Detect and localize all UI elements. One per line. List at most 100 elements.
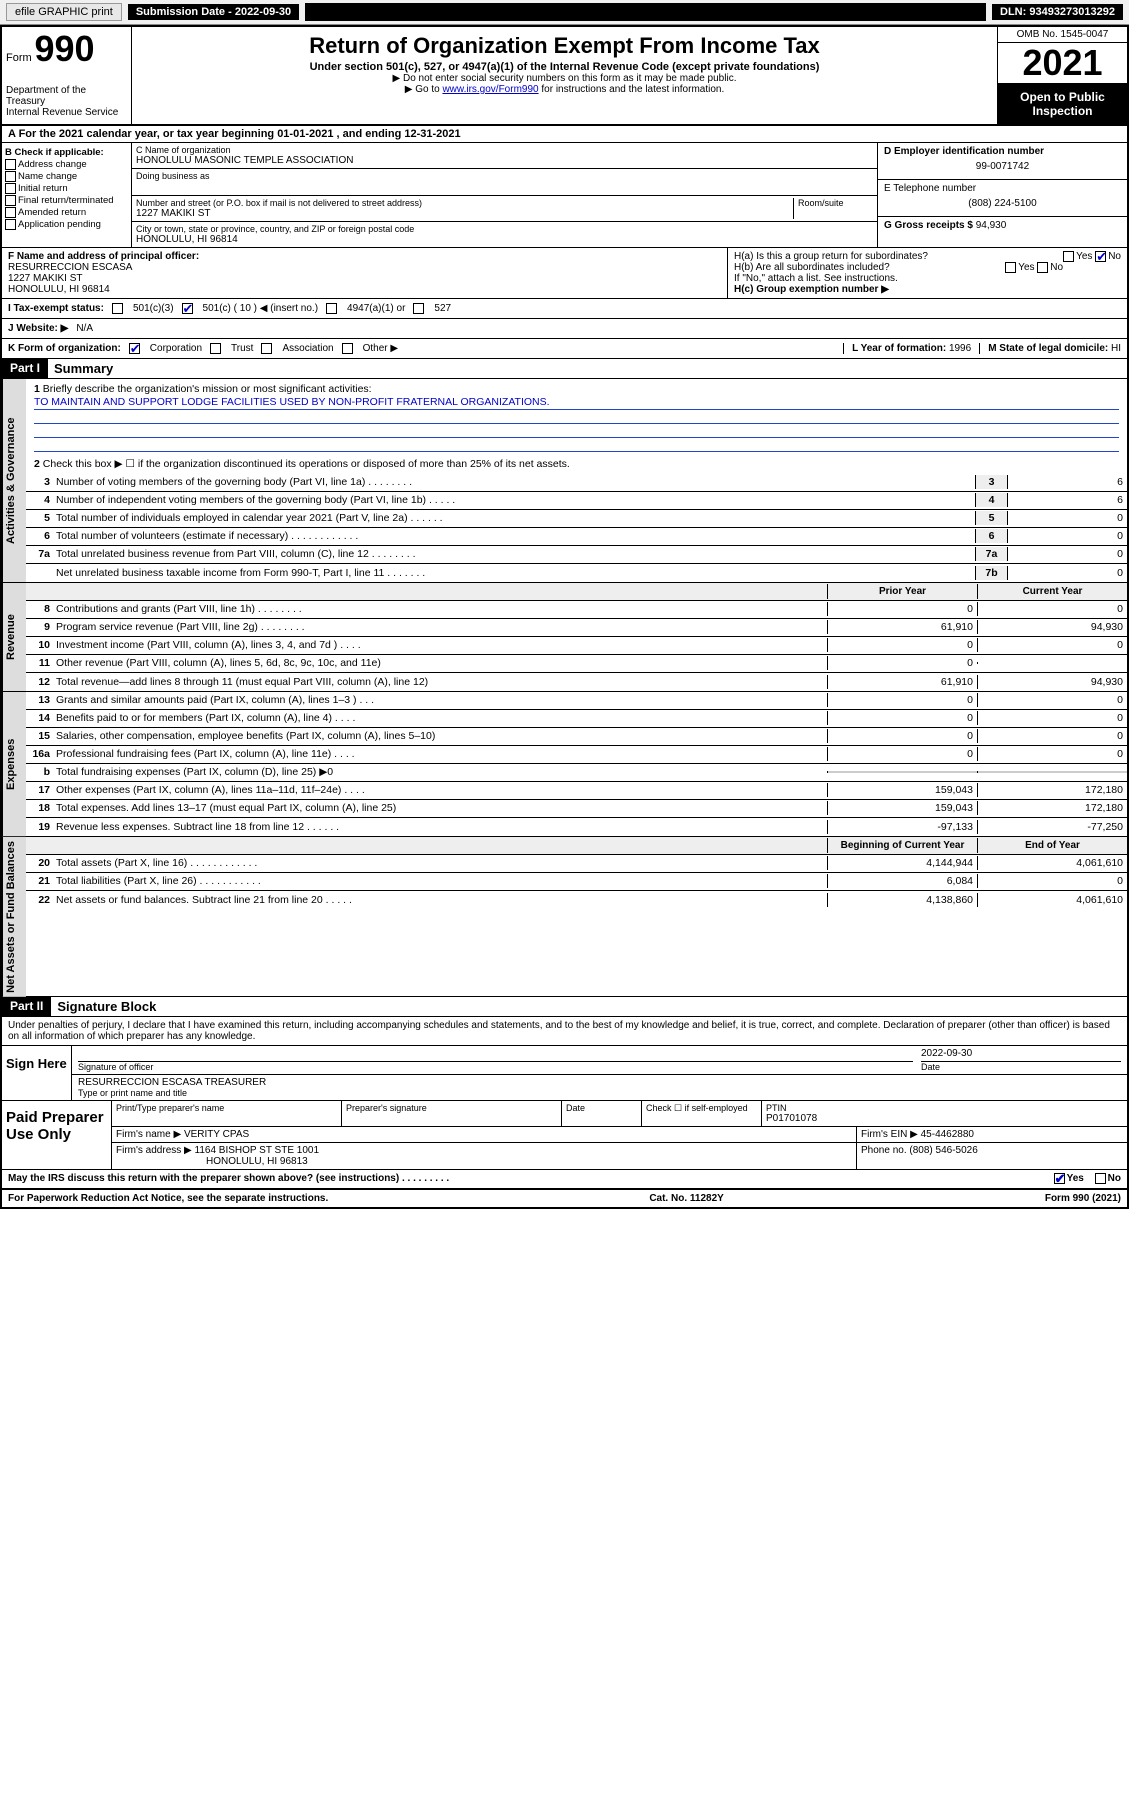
prior-value: 61,910 [827,620,977,634]
form-org-row: K Form of organization: Corporation Trus… [2,339,1127,359]
sub3-pre: ▶ Go to [405,84,443,95]
hb-yes: Yes [1018,262,1034,273]
gov-line-7a: 7a Total unrelated business revenue from… [26,546,1127,564]
officer-row: F Name and address of principal officer:… [2,248,1127,299]
entity-info-row: B Check if applicable: Address change Na… [2,143,1127,248]
current-value: 0 [977,729,1127,743]
line-box: 5 [975,511,1007,525]
hb-no: No [1050,262,1063,273]
sig-of-officer-label: Signature of officer [78,1062,913,1072]
chk-name-change[interactable]: Name change [5,171,128,182]
line-desc: Contributions and grants (Part VIII, lin… [54,602,827,616]
line-desc: Net unrelated business taxable income fr… [54,566,975,580]
chk-final-return[interactable]: Final return/terminated [5,195,128,206]
line-22: 22 Net assets or fund balances. Subtract… [26,891,1127,909]
line-value: 6 [1007,475,1127,489]
revenue-section: Revenue Prior Year Current Year 8 Contri… [2,583,1127,692]
line-desc: Professional fundraising fees (Part IX, … [54,747,827,761]
irs-label: Internal Revenue Service [6,107,127,118]
ein-label: D Employer identification number [884,146,1121,157]
irs-link[interactable]: www.irs.gov/Form990 [442,84,538,95]
line-desc: Number of voting members of the governin… [54,475,975,489]
line-num: 14 [26,711,54,725]
officer-city: HONOLULU, HI 96814 [8,284,721,295]
line-17: 17 Other expenses (Part IX, column (A), … [26,782,1127,800]
header-sub2: ▶ Do not enter social security numbers o… [136,73,993,84]
prior-value: 4,138,860 [827,893,977,907]
firm-ein-label: Firm's EIN ▶ [861,1129,918,1140]
chk-application-pending[interactable]: Application pending [5,219,128,230]
chk-address-change[interactable]: Address change [5,159,128,170]
paid-preparer-label: Paid Preparer Use Only [2,1101,112,1169]
prior-value: 0 [827,656,977,670]
hb-label: H(b) Are all subordinates included? [734,262,890,273]
line-b: b Total fundraising expenses (Part IX, c… [26,764,1127,782]
line-num: 12 [26,675,54,689]
city-label: City or town, state or province, country… [136,224,873,234]
line-num: 3 [26,475,54,489]
line-11: 11 Other revenue (Part VIII, column (A),… [26,655,1127,673]
line-value: 0 [1007,529,1127,543]
line-num: 17 [26,783,54,797]
line-num: 21 [26,874,54,888]
line-num: 13 [26,693,54,707]
line-num: 20 [26,856,54,870]
header-sub3: ▶ Go to www.irs.gov/Form990 for instruct… [136,84,993,95]
current-value: -77,250 [977,820,1127,834]
dba-label: Doing business as [136,171,873,181]
line-desc: Salaries, other compensation, employee b… [54,729,827,743]
form-prefix: Form [6,52,32,64]
current-value [977,771,1127,773]
current-value: 0 [977,711,1127,725]
line-num: 8 [26,602,54,616]
sign-here-label: Sign Here [2,1046,72,1100]
mission-block: 1 Briefly describe the organization's mi… [26,379,1127,474]
line-value: 0 [1007,566,1127,580]
prior-value: 0 [827,638,977,652]
signer-name: RESURRECCION ESCASA TREASURER [78,1077,1121,1088]
line-num: 18 [26,801,54,815]
line-desc: Benefits paid to or for members (Part IX… [54,711,827,725]
chk-corp: Corporation [150,343,202,354]
officer-label: F Name and address of principal officer: [8,251,721,262]
ha-no: No [1108,251,1121,262]
phone-value: (808) 224-5100 [884,194,1121,213]
discuss-no: No [1108,1174,1121,1185]
part2-title: Signature Block [51,997,162,1016]
line-value: 0 [1007,511,1127,525]
firm-addr1: 1164 BISHOP ST STE 1001 [195,1145,320,1156]
vtab-revenue: Revenue [2,583,26,691]
officer-signature[interactable] [78,1048,913,1062]
line-desc: Total unrelated business revenue from Pa… [54,547,975,561]
gov-line-4: 4 Number of independent voting members o… [26,492,1127,510]
line-box: 7b [975,566,1007,580]
chk-initial-return[interactable]: Initial return [5,183,128,194]
prior-value: 0 [827,747,977,761]
line-box: 4 [975,493,1007,507]
mission-text: TO MAINTAIN AND SUPPORT LODGE FACILITIES… [34,395,1119,410]
line-num: 19 [26,820,54,834]
chk-527: 527 [434,303,451,314]
sub3-post: for instructions and the latest informat… [541,84,724,95]
firm-addr-label: Firm's address ▶ [116,1145,192,1156]
k-label: K Form of organization: [8,343,121,354]
firm-name-label: Firm's name ▶ [116,1129,181,1140]
line-num: 9 [26,620,54,634]
submission-date: Submission Date - 2022-09-30 [128,4,299,20]
prep-name-header: Print/Type preparer's name [112,1101,342,1126]
street-value: 1227 MAKIKI ST [136,208,793,219]
dln: DLN: 93493273013292 [992,4,1123,20]
chk-trust: Trust [231,343,253,354]
prior-value: 0 [827,729,977,743]
col-c-name-address: C Name of organization HONOLULU MASONIC … [132,143,877,247]
ha-yes: Yes [1076,251,1092,262]
efile-button[interactable]: efile GRAPHIC print [6,3,122,21]
self-employed-check[interactable]: Check ☐ if self-employed [642,1101,762,1126]
m-label: M State of legal domicile: [988,343,1108,354]
chk-amended-return[interactable]: Amended return [5,207,128,218]
line-20: 20 Total assets (Part X, line 16) . . . … [26,855,1127,873]
current-value: 4,061,610 [977,856,1127,870]
line-desc: Total expenses. Add lines 13–17 (must eq… [54,801,827,815]
ptin-value: P01701078 [766,1113,1123,1124]
line-value: 6 [1007,493,1127,507]
